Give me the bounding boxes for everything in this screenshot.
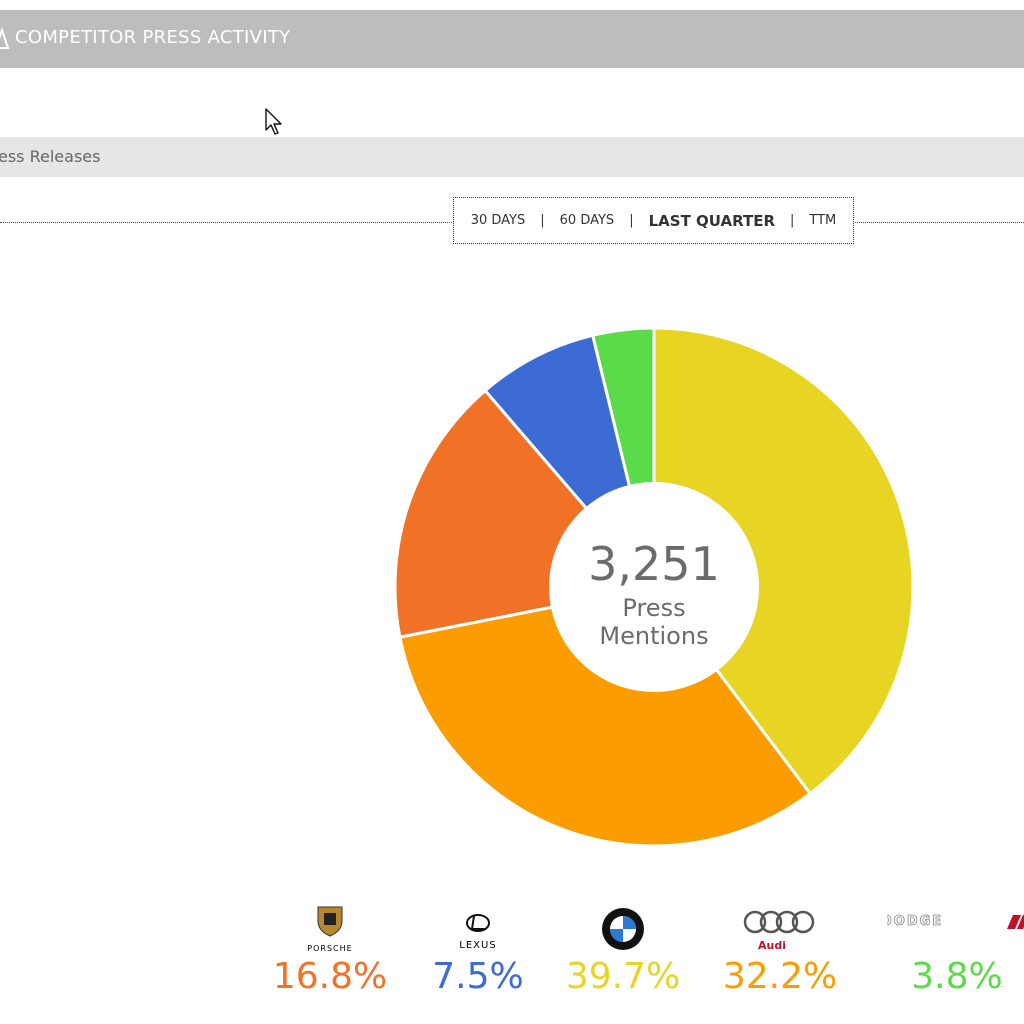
porsche-logo-text: PORSCHE: [307, 944, 352, 953]
slice-audi[interactable]: [398, 585, 813, 848]
lexus-logo-text: LEXUS: [459, 940, 496, 951]
bmw-logo-icon: [553, 905, 693, 955]
range-30-days[interactable]: 30 DAYS: [470, 213, 526, 228]
slice-bmw[interactable]: [652, 326, 915, 796]
separator: |: [790, 213, 795, 228]
press-mentions-donut-chart: 3,251 Press Mentions: [393, 326, 915, 848]
range-last-quarter[interactable]: LAST QUARTER: [648, 211, 776, 230]
legend-pct-porsche: 16.8%: [272, 956, 388, 997]
legend-item-dodge: DODGE 3.8%: [881, 905, 1024, 999]
section-title: COMPETITOR PRESS ACTIVITY: [15, 27, 291, 48]
center-label-line1: Press: [622, 594, 685, 622]
separator: |: [540, 213, 545, 228]
center-total: 3,251: [588, 537, 720, 591]
audi-logo-text: Audi: [758, 939, 786, 952]
megaphone-icon: [0, 28, 10, 49]
time-range-selector: 30 DAYS | 60 DAYS | LAST QUARTER | TTM: [453, 197, 854, 244]
porsche-logo-icon: PORSCHE: [260, 905, 400, 955]
range-ttm[interactable]: TTM: [809, 213, 837, 228]
legend-pct-dodge: 3.8%: [911, 956, 1003, 997]
subheader-label: ess Releases: [0, 147, 101, 166]
legend-pct-lexus: 7.5%: [432, 956, 524, 997]
lexus-logo-icon: LEXUS: [408, 905, 548, 955]
legend-item-porsche: PORSCHE 16.8%: [260, 905, 400, 999]
separator: |: [629, 213, 634, 228]
donut-hole: [549, 482, 759, 692]
audi-logo-icon: Audi: [710, 905, 850, 955]
legend-pct-bmw: 39.7%: [565, 956, 681, 997]
legend-pct-audi: 32.2%: [722, 956, 838, 997]
dodge-logo-text: DODGE: [887, 914, 943, 929]
legend-item-bmw: 39.7%: [553, 905, 693, 999]
mouse-cursor-icon: [265, 108, 282, 135]
legend-item-audi: Audi 32.2%: [710, 905, 850, 999]
center-label-line2: Mentions: [599, 622, 708, 650]
subheader-bar: ess Releases: [0, 137, 1024, 177]
dodge-logo-icon: DODGE: [881, 905, 1024, 955]
range-60-days[interactable]: 60 DAYS: [559, 213, 615, 228]
header-bar: COMPETITOR PRESS ACTIVITY: [0, 10, 1024, 68]
legend-item-lexus: LEXUS 7.5%: [408, 905, 548, 999]
